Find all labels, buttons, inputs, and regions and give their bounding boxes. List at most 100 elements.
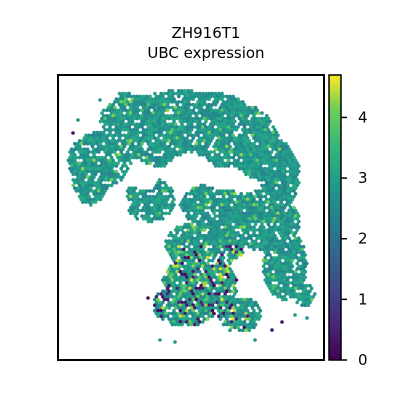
expression-spot — [241, 105, 245, 110]
expression-spot — [241, 116, 245, 121]
expression-spot — [124, 158, 128, 163]
expression-spot — [225, 306, 229, 310]
expression-spot — [178, 275, 183, 280]
expression-spot — [269, 217, 274, 221]
expression-spot — [236, 125, 240, 129]
expression-spot — [279, 250, 284, 255]
expression-spot — [156, 180, 160, 185]
expression-spot — [194, 269, 199, 274]
expression-spot — [228, 189, 232, 193]
expression-spot — [258, 219, 263, 224]
expression-spot — [130, 208, 135, 213]
expression-spot — [266, 283, 271, 288]
expression-spot — [279, 166, 284, 171]
expression-spot — [183, 222, 187, 227]
expression-spot — [257, 155, 261, 160]
expression-spot — [162, 108, 167, 113]
expression-spot — [263, 233, 268, 238]
expression-spot — [220, 147, 224, 151]
expression-spot — [119, 116, 123, 121]
expression-spot — [303, 258, 308, 263]
expression-spot — [124, 125, 128, 129]
expression-spot — [297, 258, 301, 263]
expression-spot — [175, 236, 179, 241]
expression-spot — [157, 183, 162, 188]
expression-spot — [202, 122, 207, 126]
expression-spot — [175, 247, 179, 252]
expression-spot — [133, 125, 138, 129]
expression-spot — [233, 147, 237, 151]
expression-spot — [247, 161, 251, 165]
expression-spot — [173, 317, 178, 321]
expression-spot — [249, 297, 253, 302]
expression-spot — [202, 100, 207, 104]
expression-spot — [159, 303, 163, 308]
expression-spot — [151, 133, 155, 138]
expression-spot — [233, 225, 237, 229]
expression-spot — [234, 144, 239, 149]
expression-spot — [253, 311, 258, 316]
expression-spot — [242, 108, 247, 113]
expression-spot — [221, 205, 226, 210]
expression-spot — [271, 236, 276, 241]
expression-spot — [87, 166, 91, 171]
expression-spot — [239, 219, 243, 224]
expression-spot — [197, 208, 202, 213]
expression-spot — [90, 139, 95, 143]
expression-spot — [217, 303, 221, 308]
expression-spot — [106, 139, 111, 143]
expression-spot — [221, 283, 226, 288]
expression-spot — [197, 197, 202, 202]
expression-spot — [188, 114, 192, 118]
expression-spot — [223, 136, 227, 140]
expression-spot — [292, 189, 296, 193]
expression-spot — [98, 186, 103, 190]
expression-spot — [236, 225, 240, 229]
expression-spot — [279, 144, 284, 149]
expression-spot — [255, 136, 259, 140]
expression-spot — [100, 111, 104, 115]
expression-spot — [274, 264, 279, 269]
expression-spot — [154, 295, 159, 299]
expression-spot — [226, 314, 231, 319]
expression-spot — [167, 244, 171, 249]
expression-spot — [265, 141, 269, 146]
expression-spot — [289, 155, 293, 160]
expression-spot — [303, 297, 308, 302]
expression-spot — [271, 208, 276, 213]
expression-spot — [276, 183, 280, 188]
expression-spot — [228, 239, 232, 243]
expression-spot — [265, 253, 269, 257]
expression-spot — [215, 100, 219, 104]
expression-spot — [116, 133, 120, 138]
expression-spot — [193, 228, 197, 232]
expression-spot — [188, 236, 192, 241]
expression-spot — [145, 128, 149, 132]
expression-spot — [159, 203, 163, 207]
expression-spot — [177, 250, 181, 255]
expression-spot — [106, 172, 111, 177]
expression-spot — [210, 102, 215, 107]
expression-spot — [188, 281, 192, 285]
expression-spot — [249, 153, 253, 157]
expression-spot — [181, 91, 186, 96]
expression-spot — [274, 192, 279, 196]
expression-spot — [273, 233, 277, 238]
expression-spot — [129, 94, 133, 99]
expression-spot — [188, 297, 192, 302]
expression-spot — [287, 247, 292, 252]
expression-spot — [191, 292, 195, 296]
expression-spot — [231, 139, 235, 143]
expression-spot — [186, 228, 191, 232]
expression-spot — [162, 119, 167, 124]
expression-spot — [135, 94, 139, 99]
expression-spot — [140, 125, 144, 129]
expression-spot — [257, 211, 261, 216]
expression-spot — [167, 133, 171, 138]
expression-spot — [233, 275, 237, 280]
expression-spot — [261, 247, 266, 252]
expression-spot — [293, 169, 298, 174]
expression-spot — [145, 133, 149, 138]
expression-spot — [117, 158, 122, 163]
expression-spot — [301, 289, 306, 294]
